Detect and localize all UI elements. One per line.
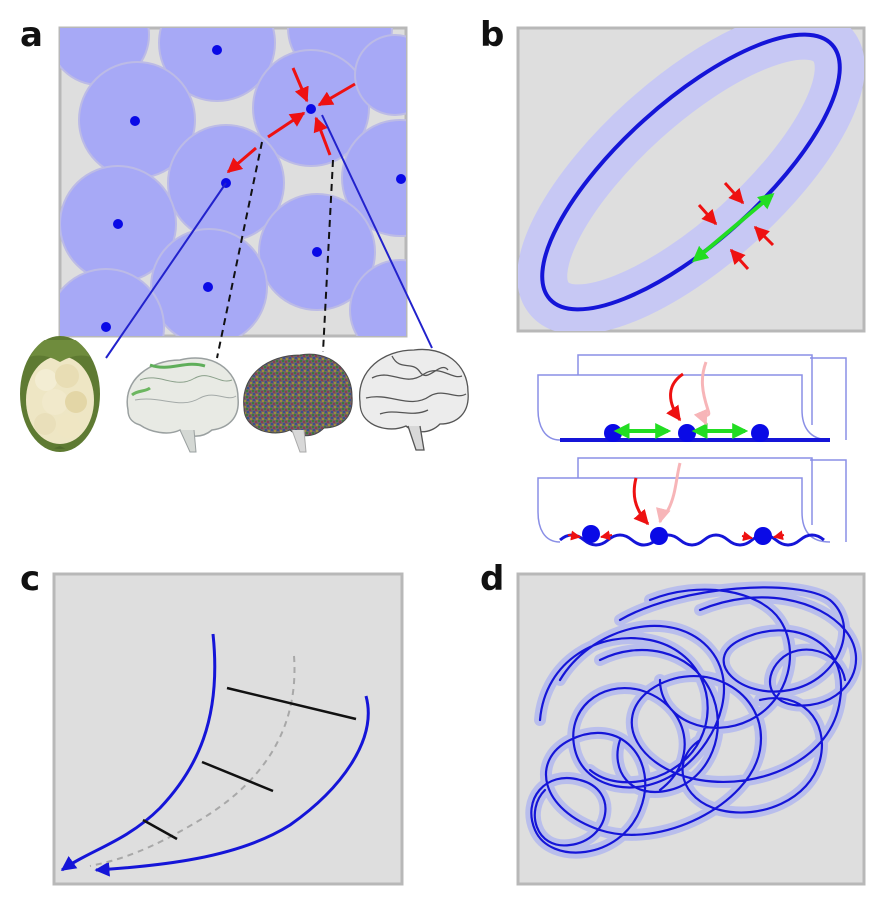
panel-d [516, 572, 866, 886]
brain-mesh-image [126, 357, 239, 453]
cauliflower-image [20, 336, 100, 452]
trajectory-right [94, 695, 370, 877]
leader-lines [105, 114, 433, 359]
packed-disks [60, 28, 406, 336]
panel-label-d: d [480, 559, 505, 599]
panel-c [52, 572, 404, 886]
trajectory-center-dashed [89, 655, 296, 867]
panel-label-b: b [480, 15, 505, 55]
flat-trough [537, 354, 847, 442]
bumpy-trough [537, 457, 847, 547]
panel-c-frame [52, 572, 404, 886]
stable-direction-arrows [697, 181, 775, 271]
panel-a [20, 26, 469, 453]
trajectory-left [60, 633, 217, 872]
panel-label-a: a [20, 15, 43, 55]
force-arrows [226, 67, 356, 174]
brain-outline-image [359, 348, 469, 451]
neutral-direction-arrow [691, 192, 775, 263]
cross-section-lines [142, 686, 357, 841]
disk-centers [101, 45, 406, 332]
chaotic-trajectory [530, 586, 858, 854]
panel-b [516, 26, 866, 547]
panel-label-c: c [20, 559, 41, 599]
brain-noise-image [243, 353, 353, 453]
